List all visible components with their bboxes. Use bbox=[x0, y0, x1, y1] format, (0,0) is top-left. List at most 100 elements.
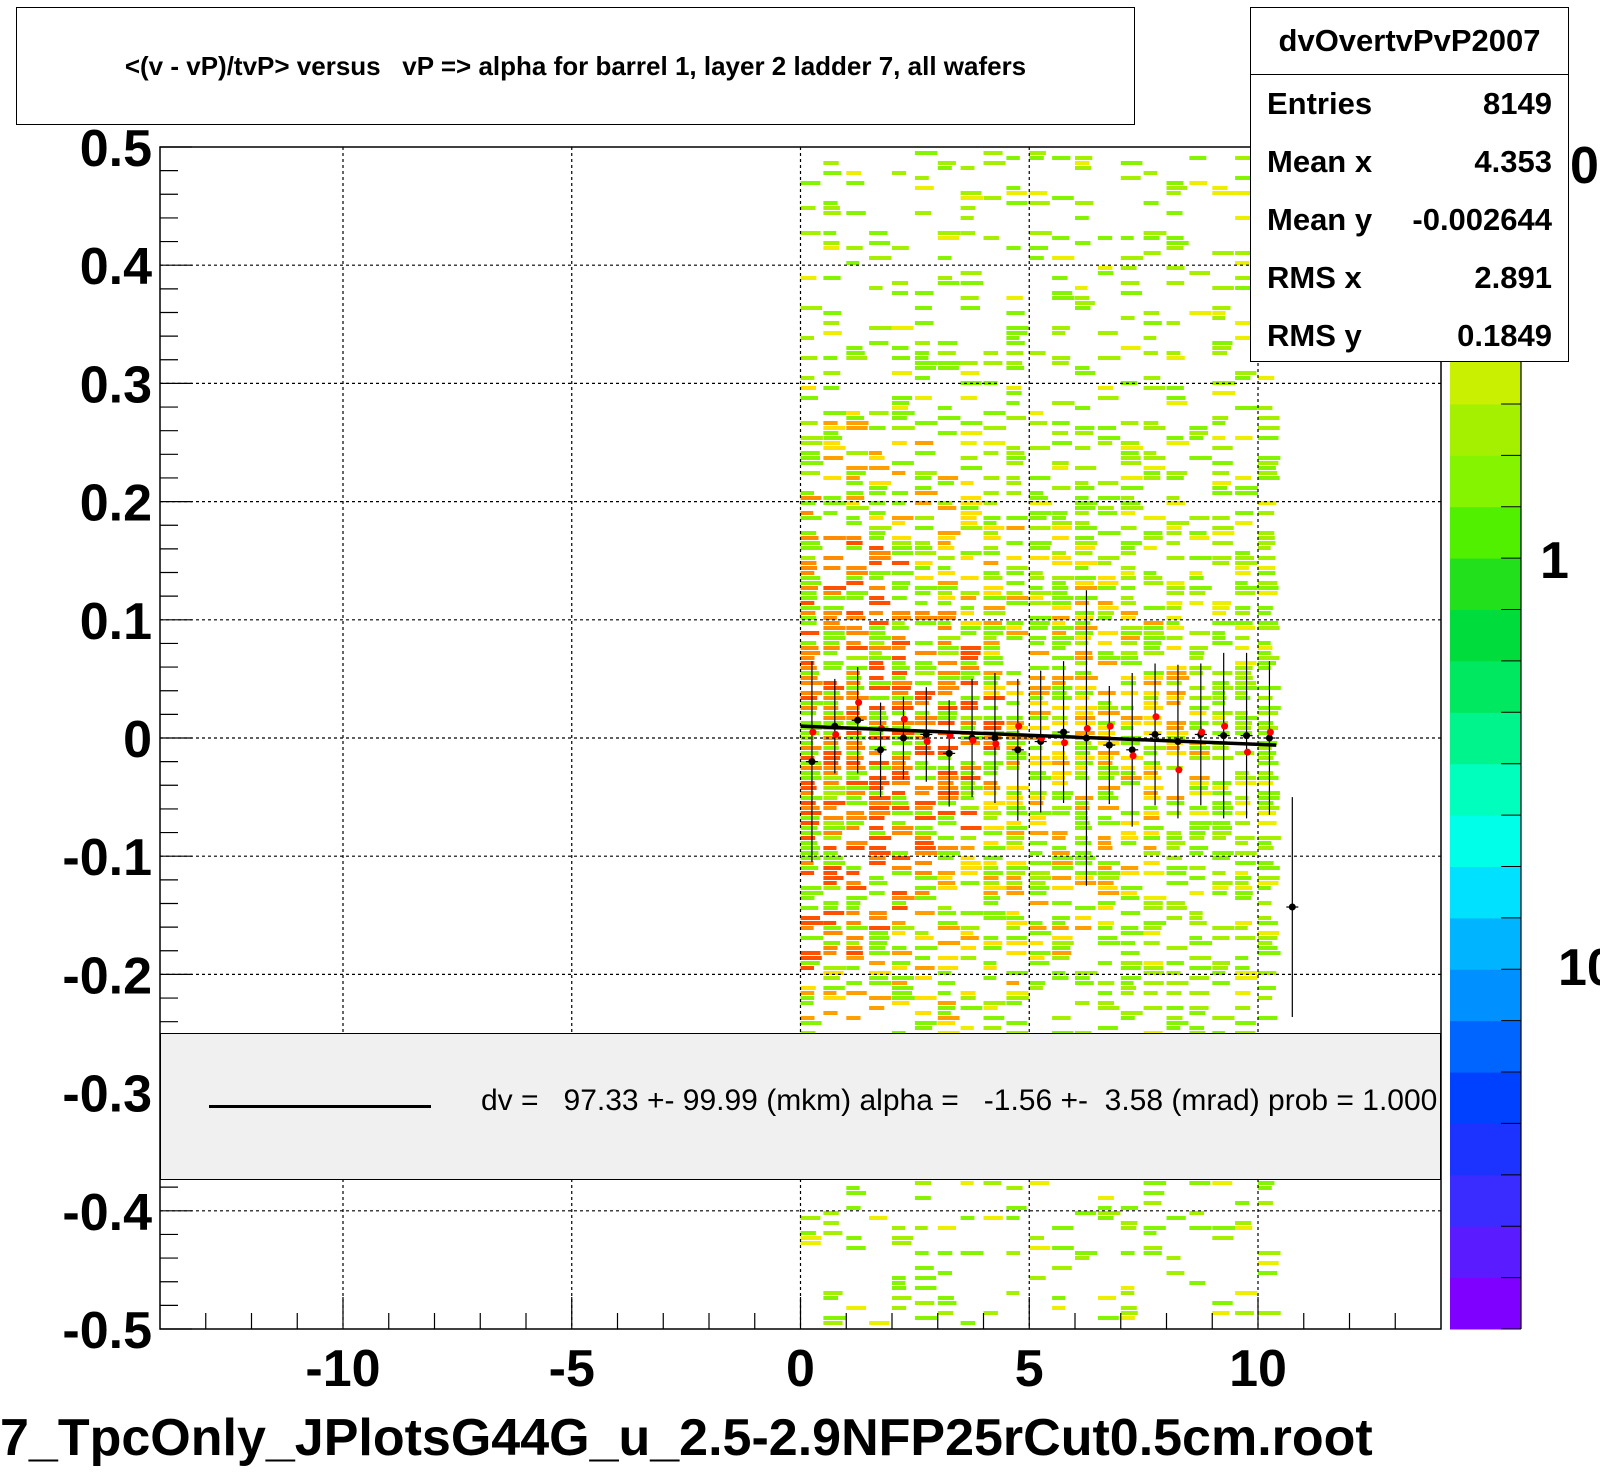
heatmap-cell bbox=[869, 801, 892, 805]
heatmap-cell bbox=[869, 1321, 890, 1325]
heatmap-cell bbox=[869, 611, 883, 615]
heatmap-cell bbox=[1120, 821, 1140, 825]
heatmap-cell bbox=[892, 1296, 912, 1300]
palette-bin bbox=[1450, 1277, 1521, 1330]
heatmap-cell bbox=[800, 576, 821, 580]
heatmap-cell bbox=[1075, 801, 1089, 805]
y-tick-label: 0.5 bbox=[80, 120, 152, 178]
profile-point-red bbox=[1106, 722, 1114, 730]
heatmap-cell bbox=[1052, 516, 1066, 520]
heatmap-cell bbox=[1143, 641, 1162, 645]
heatmap-cell bbox=[846, 521, 862, 525]
heatmap-cell bbox=[1075, 486, 1095, 490]
heatmap-cell bbox=[1029, 246, 1048, 250]
heatmap-cell bbox=[1235, 551, 1250, 555]
heatmap-cell bbox=[960, 521, 978, 525]
heatmap-cell bbox=[800, 871, 815, 875]
heatmap-cell bbox=[960, 606, 974, 610]
heatmap-cell bbox=[914, 541, 930, 545]
heatmap-cell bbox=[1235, 881, 1249, 885]
heatmap-cell bbox=[800, 571, 815, 575]
heatmap-cell bbox=[1052, 536, 1069, 540]
heatmap-cell bbox=[800, 436, 823, 440]
heatmap-cell bbox=[983, 351, 998, 355]
heatmap-cell bbox=[1075, 691, 1094, 695]
heatmap-cell bbox=[983, 846, 1006, 850]
heatmap-cell bbox=[1052, 1016, 1071, 1020]
heatmap-cell bbox=[983, 661, 1004, 665]
heatmap-cell bbox=[1166, 946, 1188, 950]
heatmap-cell bbox=[1120, 766, 1135, 770]
heatmap-cell bbox=[1189, 786, 1208, 790]
heatmap-cell bbox=[937, 766, 955, 770]
heatmap-cell bbox=[1212, 806, 1234, 810]
heatmap-cell bbox=[892, 551, 914, 555]
heatmap-cell bbox=[1052, 946, 1071, 950]
heatmap-cell bbox=[937, 966, 959, 970]
heatmap-cell bbox=[914, 891, 930, 895]
heatmap-cell bbox=[1029, 956, 1045, 960]
heatmap-cell bbox=[892, 856, 911, 860]
heatmap-cell bbox=[1120, 691, 1139, 695]
heatmap-cell bbox=[1120, 676, 1136, 680]
heatmap-cell bbox=[1006, 701, 1020, 705]
heatmap-cell bbox=[1143, 536, 1163, 540]
heatmap-cell bbox=[1166, 881, 1189, 885]
heatmap-cell bbox=[1097, 701, 1112, 705]
heatmap-cell bbox=[1235, 991, 1251, 995]
heatmap-cell bbox=[1052, 686, 1073, 690]
heatmap-cell bbox=[846, 816, 867, 820]
heatmap-cell bbox=[846, 901, 861, 905]
heatmap-cell bbox=[1006, 741, 1026, 745]
heatmap-cell bbox=[823, 786, 846, 790]
heatmap-cell bbox=[1075, 661, 1088, 665]
heatmap-cell bbox=[914, 366, 937, 370]
heatmap-cell bbox=[846, 881, 861, 885]
heatmap-cell bbox=[1212, 851, 1234, 855]
heatmap-cell bbox=[1052, 196, 1074, 200]
heatmap-cell bbox=[1166, 701, 1181, 705]
heatmap-cell bbox=[937, 1301, 957, 1305]
heatmap-cell bbox=[1189, 156, 1207, 160]
heatmap-cell bbox=[914, 576, 934, 580]
heatmap-cell bbox=[1120, 256, 1144, 260]
heatmap-cell bbox=[1075, 841, 1092, 845]
heatmap-cell bbox=[846, 991, 867, 995]
heatmap-cell bbox=[1006, 716, 1023, 720]
heatmap-cell bbox=[1075, 821, 1090, 825]
heatmap-cell bbox=[1212, 791, 1232, 795]
heatmap-cell bbox=[1052, 796, 1071, 800]
heatmap-cell bbox=[869, 561, 882, 565]
heatmap-cell bbox=[1166, 796, 1185, 800]
heatmap-cell bbox=[1120, 576, 1136, 580]
heatmap-cell bbox=[846, 841, 868, 845]
heatmap-cell bbox=[1166, 236, 1184, 240]
heatmap-cell bbox=[1075, 771, 1088, 775]
heatmap-cell bbox=[1097, 721, 1116, 725]
heatmap-cell bbox=[1258, 591, 1278, 595]
heatmap-cell bbox=[1120, 886, 1143, 890]
heatmap-cell bbox=[869, 636, 891, 640]
stats-value: 0.1849 bbox=[1457, 318, 1552, 353]
heatmap-cell bbox=[914, 186, 934, 190]
heatmap-cell bbox=[892, 891, 907, 895]
heatmap-cell bbox=[800, 606, 821, 610]
heatmap-cell bbox=[960, 501, 983, 505]
heatmap-cell bbox=[800, 991, 815, 995]
heatmap-cell bbox=[846, 1206, 861, 1210]
palette-bin bbox=[1450, 815, 1521, 867]
heatmap-cell bbox=[983, 531, 998, 535]
heatmap-cell bbox=[1120, 1306, 1137, 1310]
heatmap-cell bbox=[1235, 611, 1250, 615]
heatmap-cell bbox=[1006, 951, 1027, 955]
heatmap-cell bbox=[1258, 541, 1276, 545]
heatmap-cell bbox=[869, 646, 891, 650]
heatmap-cell bbox=[1212, 421, 1226, 425]
heatmap-cell bbox=[823, 866, 842, 870]
heatmap-cell bbox=[1258, 416, 1280, 420]
heatmap-cell bbox=[800, 181, 821, 185]
heatmap-cell bbox=[800, 861, 814, 865]
heatmap-cell bbox=[1120, 721, 1142, 725]
heatmap-cell bbox=[960, 621, 982, 625]
heatmap-cell bbox=[1075, 286, 1088, 290]
